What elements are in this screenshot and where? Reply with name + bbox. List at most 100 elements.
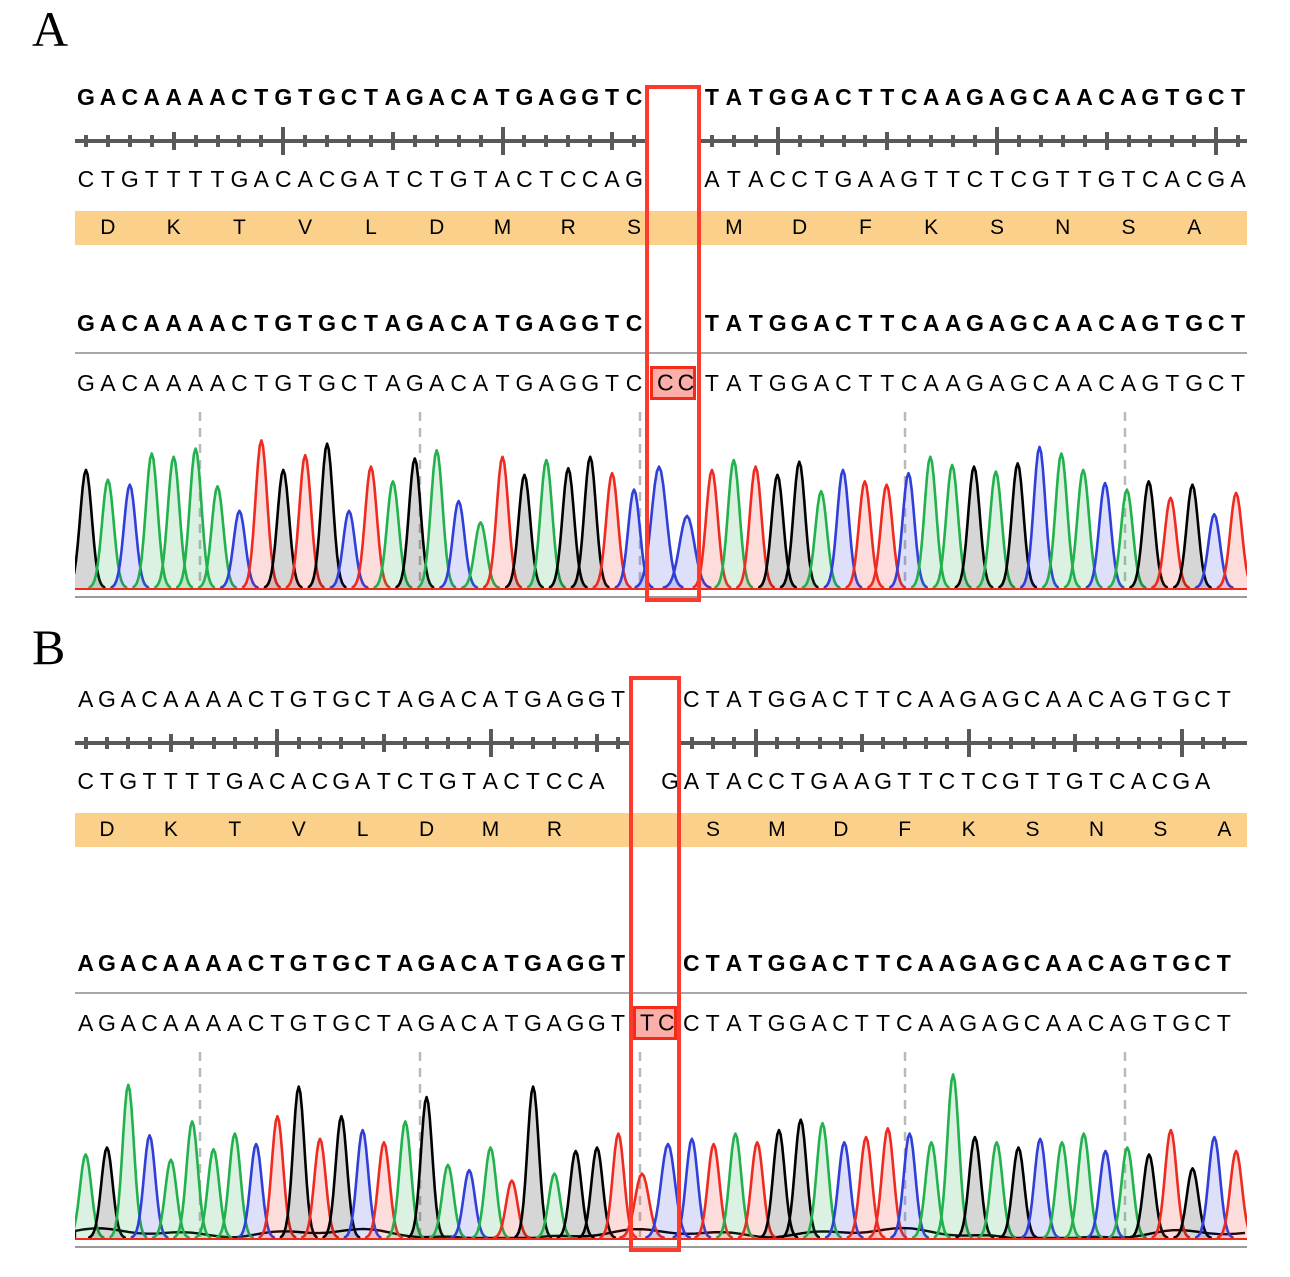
base-char: T xyxy=(142,768,157,794)
base-char: G xyxy=(318,310,337,336)
amino-acid-letter: R xyxy=(546,818,562,841)
chromatogram-peak-A xyxy=(197,485,238,589)
chromatogram-peak-G xyxy=(75,468,106,589)
base-char: G xyxy=(1129,1010,1148,1036)
base-char: G xyxy=(274,310,293,336)
base-char: T xyxy=(504,686,519,712)
base-char: A xyxy=(187,370,204,396)
base-char: T xyxy=(790,768,805,794)
base-char: C xyxy=(1023,1010,1041,1036)
chromatogram-peak-A xyxy=(471,1146,510,1239)
base-char: C xyxy=(141,950,158,976)
ruler-tick xyxy=(863,135,868,147)
base-char: C xyxy=(460,1010,478,1036)
ruler-tick xyxy=(610,132,615,150)
amino-acid-letter: F xyxy=(859,216,872,239)
base-char: G xyxy=(289,950,308,976)
base-char: C xyxy=(835,84,852,110)
panel-a-divider xyxy=(75,352,1247,354)
base-char: G xyxy=(587,1010,606,1036)
base-char: A xyxy=(538,310,555,336)
base-char: T xyxy=(429,166,444,192)
base-char: A xyxy=(120,686,136,712)
base-char: T xyxy=(166,166,181,192)
base-char: C xyxy=(966,166,984,192)
chromatogram-peak-T xyxy=(737,1141,777,1239)
base-char: C xyxy=(121,370,139,396)
chromatogram-peak-A xyxy=(526,458,566,589)
base-char: T xyxy=(1165,310,1180,336)
chromatogram-peak-A xyxy=(977,1141,1017,1239)
base-char: T xyxy=(539,166,554,192)
base-char: C xyxy=(231,84,248,110)
base-char: A xyxy=(253,166,269,192)
ruler-tick xyxy=(1201,737,1206,749)
chromatogram-peak-G xyxy=(1172,483,1212,589)
ruler-tick xyxy=(232,737,237,749)
base-char: C xyxy=(791,166,808,192)
base-char: G xyxy=(559,84,578,110)
base-char: C xyxy=(1098,84,1115,110)
ruler-tick xyxy=(881,737,886,749)
base-char: T xyxy=(298,310,313,336)
base-char: G xyxy=(1172,686,1191,712)
ruler-axis-right xyxy=(681,741,1247,745)
ruler-tick xyxy=(126,737,131,749)
ruler-tick xyxy=(1009,737,1014,749)
chromatogram-peak-C xyxy=(1085,481,1125,589)
ruler-tick xyxy=(1192,135,1197,147)
base-char: A xyxy=(726,686,742,712)
chromatogram-peak-G xyxy=(998,462,1038,589)
base-char: C xyxy=(768,768,785,794)
ruler-tick xyxy=(924,737,929,749)
panel-b-insertion-bases: TC xyxy=(640,1009,679,1036)
base-char: C xyxy=(460,686,478,712)
base-char: T xyxy=(748,1010,763,1036)
ruler-tick xyxy=(966,729,971,757)
chromatogram-peak-C xyxy=(645,1142,691,1239)
base-char: A xyxy=(922,84,940,110)
ruler-tick xyxy=(83,135,88,147)
ruler-tick xyxy=(1214,127,1219,155)
base-char: G xyxy=(581,310,600,336)
base-char: A xyxy=(482,686,498,712)
base-char: G xyxy=(449,166,468,192)
base-char: T xyxy=(924,166,939,192)
base-char: A xyxy=(811,1010,827,1036)
chromatogram-peak-G xyxy=(514,1085,553,1239)
amino-acid-letter: S xyxy=(627,216,642,239)
base-char: A xyxy=(546,1010,562,1036)
ruler-tick xyxy=(303,135,308,147)
base-char: A xyxy=(1194,768,1211,794)
chromatogram-peak-C xyxy=(343,1128,382,1239)
base-char: A xyxy=(354,768,371,794)
base-char: T xyxy=(144,166,159,192)
base-char: T xyxy=(210,166,225,192)
base-char: G xyxy=(966,370,984,396)
ruler-tick xyxy=(1158,737,1163,749)
base-char: T xyxy=(363,84,378,110)
amino-acid-letter: L xyxy=(356,818,369,841)
panel-b-insertion-callout-box xyxy=(629,676,681,1252)
base-char: T xyxy=(495,370,510,396)
chromatogram-peak-T xyxy=(492,1179,531,1239)
base-char: A xyxy=(143,310,161,336)
ruler-tick xyxy=(149,135,154,147)
chromatogram-peak-T xyxy=(736,465,776,589)
base-char: G xyxy=(959,950,978,976)
ruler-tick xyxy=(1126,135,1131,147)
chromatogram-peak-C xyxy=(1086,1149,1125,1239)
base-char: T xyxy=(605,370,620,396)
base-char: A xyxy=(813,370,830,396)
ruler-tick xyxy=(616,737,621,749)
base-char: G xyxy=(1141,310,1160,336)
ruler-tick xyxy=(147,737,152,749)
ruler-axis-left xyxy=(75,741,629,745)
ruler-tick xyxy=(522,135,527,147)
amino-acid-letter: D xyxy=(100,216,116,239)
ruler-tick xyxy=(753,729,758,757)
chromatogram-svg xyxy=(75,412,1247,598)
amino-acid-letter: K xyxy=(163,818,178,841)
